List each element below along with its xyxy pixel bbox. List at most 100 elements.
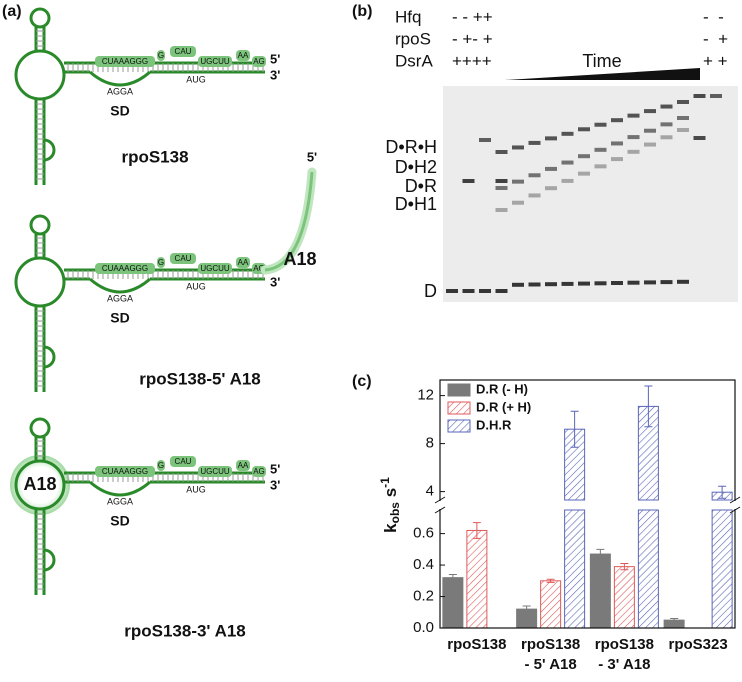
gel-band	[545, 282, 557, 287]
y-tick-label: 4	[426, 483, 434, 500]
break-mark	[434, 496, 446, 504]
gel-band	[578, 127, 590, 132]
gel-band	[710, 94, 722, 98]
five-prime: 5'	[270, 51, 280, 66]
sequence: CUAAAGGG	[102, 57, 148, 66]
seq-block	[198, 466, 232, 477]
gel-band	[644, 280, 656, 285]
gel-band	[561, 131, 574, 136]
sequence: AG	[253, 264, 265, 273]
seq-block	[170, 253, 196, 264]
x-tick-label: - 5' A18	[525, 656, 577, 673]
lane-signs: - -	[703, 7, 724, 26]
gel-band	[462, 179, 475, 183]
row-label: rpoS	[395, 29, 431, 48]
sequence: AGGA	[107, 496, 133, 506]
three-prime: 3'	[270, 67, 280, 82]
error-bar	[670, 618, 679, 623]
gel-band	[611, 281, 623, 285]
sequence: UGCUU	[200, 57, 230, 66]
seq-block	[95, 56, 155, 67]
error-bar	[644, 385, 653, 428]
gel	[443, 86, 738, 302]
gel-band	[561, 281, 574, 286]
gel-band	[611, 141, 623, 146]
gel-band	[677, 116, 689, 120]
gel-band	[578, 281, 590, 286]
gel-band	[578, 154, 590, 159]
gel-band	[495, 289, 508, 293]
gel-band	[644, 128, 656, 133]
legend-label: D.H.R	[476, 417, 512, 432]
gel-band	[693, 136, 706, 140]
bar	[466, 529, 488, 629]
x-tick-label: rpoS323	[669, 636, 728, 653]
seq-block	[95, 466, 155, 477]
five-prime: 5'	[270, 461, 280, 476]
error-bar	[546, 578, 555, 583]
sequence: G	[158, 51, 164, 60]
construct-name: rpoS138-5' A18	[139, 369, 261, 388]
band-label: D•R•H	[385, 137, 437, 157]
axis-break	[434, 501, 741, 509]
gel-band	[677, 279, 689, 284]
seq-block	[236, 460, 250, 471]
y-axis-label-part: obs	[388, 502, 402, 524]
sd-loop	[89, 70, 151, 87]
gel-band	[462, 289, 475, 293]
gel-band	[627, 280, 640, 285]
a18-tail	[264, 171, 314, 272]
gel-band	[677, 100, 689, 104]
x-tick-label: rpoS138	[521, 636, 580, 653]
gel-band	[611, 118, 623, 123]
three-prime: 3'	[270, 477, 280, 492]
break-mark	[729, 506, 741, 514]
gel-band	[660, 280, 673, 285]
y-axis-label-part: -1	[378, 477, 392, 488]
hairpin-loop	[29, 417, 51, 439]
gel-band	[528, 173, 541, 178]
bulge	[43, 138, 56, 162]
band-label: D•H2	[395, 157, 437, 177]
band-label: D•H1	[395, 194, 437, 214]
hairpin-loop	[29, 214, 51, 236]
bulge	[43, 345, 56, 369]
time-wedge	[505, 68, 700, 80]
gel-band	[446, 289, 458, 293]
gel-band	[512, 179, 524, 184]
lane-signs: - +	[703, 29, 728, 48]
start-codon: AUG	[186, 484, 206, 494]
gel-band	[479, 138, 491, 142]
gel-band	[561, 178, 574, 183]
sd-label: SD	[110, 513, 129, 529]
construct-name: rpoS138	[121, 147, 188, 166]
y-tick-label: 0.2	[413, 588, 434, 605]
sequence: G	[158, 461, 164, 470]
three-prime: 3'	[270, 274, 280, 289]
gel-band	[561, 160, 574, 165]
bar	[613, 566, 635, 629]
sequence: CAU	[175, 457, 192, 466]
start-codon: AUG	[186, 74, 206, 84]
rna-diagram: CUAAAGGG G CAU UGCUU AA AG AGGA SD AUG 3'A18 5'	[14, 149, 317, 392]
seq-block	[170, 456, 196, 467]
y-tick-label: 12	[417, 387, 434, 404]
sequence: CUAAAGGG	[102, 264, 148, 273]
lane-signs: + +	[703, 51, 728, 70]
gel-band	[627, 135, 640, 140]
sequence: AGGA	[107, 86, 133, 96]
error-bar	[522, 605, 531, 613]
construct-name: rpoS138-3' A18	[124, 621, 246, 640]
gel-band	[660, 104, 673, 109]
panel-label: (a)	[2, 3, 22, 20]
gel-band	[479, 289, 491, 293]
seq-block	[157, 257, 165, 268]
seq-block	[198, 263, 232, 274]
gel-band	[545, 166, 557, 171]
legend-label: D.R (+ H)	[476, 399, 531, 414]
gel-band	[660, 135, 673, 140]
gel-band	[528, 282, 541, 287]
gel-band	[594, 147, 607, 152]
a18-label: A18	[23, 474, 56, 494]
